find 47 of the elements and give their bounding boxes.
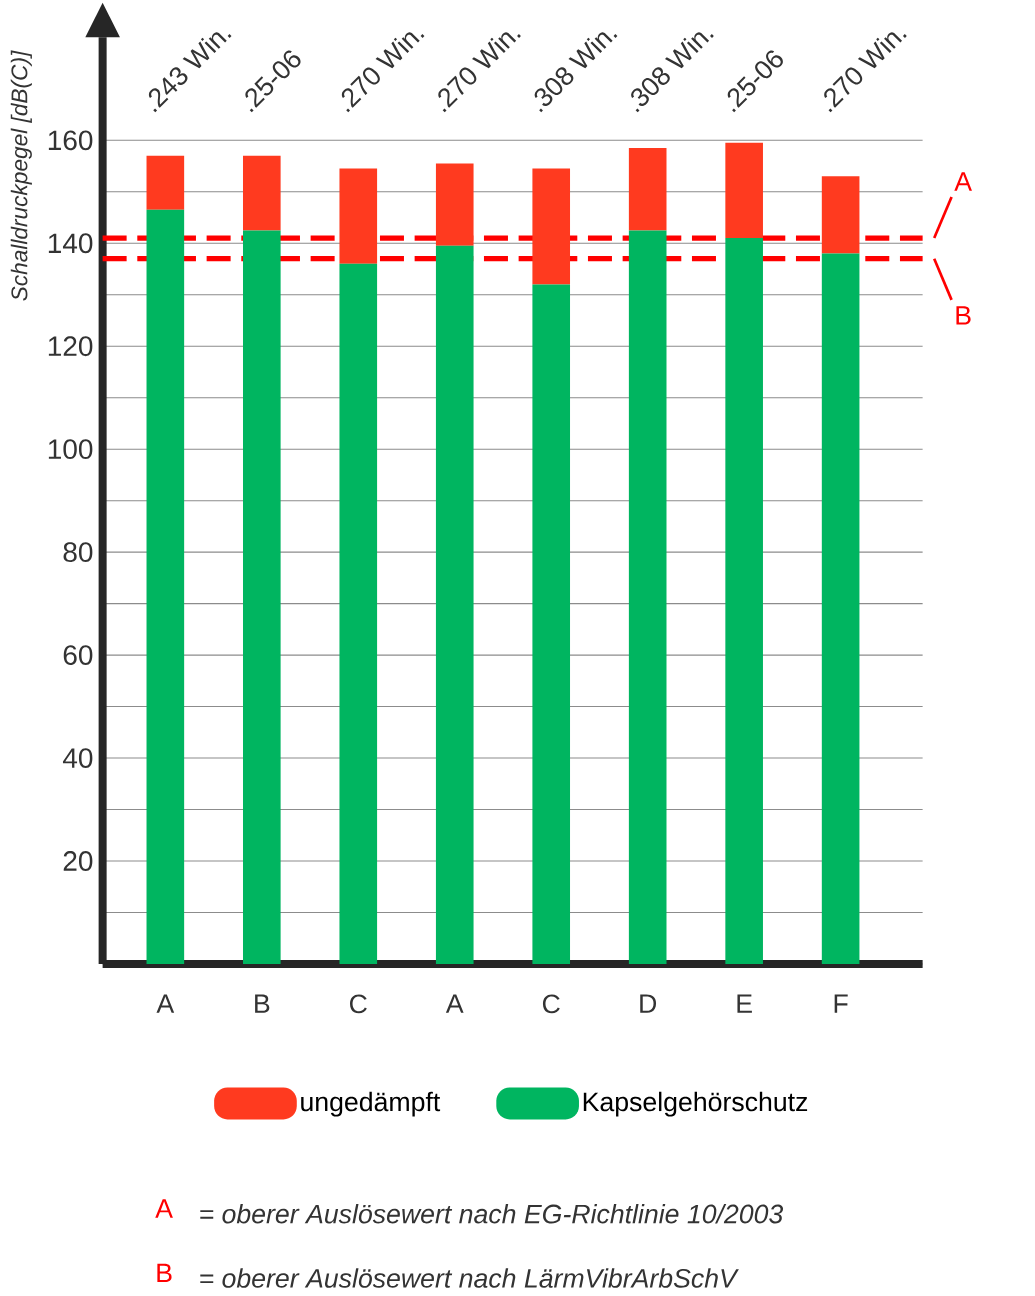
y-tick-label: 160 — [49, 130, 93, 151]
bar — [243, 230, 281, 964]
text: B — [157, 1263, 172, 1283]
legend-label: Kapselgehörschutz — [584, 1091, 808, 1117]
bar — [146, 155, 185, 210]
y-tick-label: 80 — [63, 542, 93, 563]
annotation: .270 Win. — [438, 32, 522, 113]
text: = oberer Auslösewert nach LärmVibrArbSchV — [200, 1268, 740, 1288]
bar — [629, 230, 667, 964]
annotation: .308 Win. — [534, 32, 618, 113]
y-tick-label: 100 — [49, 439, 93, 460]
annotation: .270 Win. — [824, 32, 907, 113]
y-tick-label: 40 — [63, 748, 93, 768]
bar — [821, 176, 860, 254]
text: A — [155, 1199, 174, 1218]
bar — [339, 168, 378, 264]
bar — [532, 284, 571, 964]
text: = oberer Auslösewert nach EG-Richtlinie 10/2003 — [200, 1203, 784, 1224]
ref-line-label: B — [956, 306, 971, 325]
y-tick-label: 140 — [49, 233, 93, 254]
bar — [436, 245, 474, 964]
x-tick-label: A — [446, 994, 464, 1013]
y-tick-label: 60 — [63, 645, 93, 666]
bar — [339, 263, 378, 964]
bar — [725, 142, 764, 239]
annotation: .243 Win. — [149, 32, 232, 113]
annotation: .270 Win. — [342, 32, 425, 113]
bar — [146, 209, 185, 964]
x-tick-label: C — [543, 994, 560, 1014]
x-tick-label: A — [156, 994, 175, 1013]
bar — [436, 163, 474, 246]
y-tick-label: 120 — [49, 336, 93, 357]
bar — [821, 253, 860, 964]
y-axis-title: Schalldruckpegel [dB(C)] — [10, 50, 33, 301]
x-tick-label: F — [834, 994, 848, 1013]
bar — [629, 148, 667, 231]
x-tick-label: B — [255, 994, 270, 1013]
bar — [532, 168, 571, 285]
y-tick-label: 20 — [63, 851, 93, 871]
x-tick-label: E — [737, 994, 753, 1013]
legend-label: ungedämpft — [301, 1091, 441, 1117]
bar — [725, 238, 764, 964]
ref-line-label: A — [954, 172, 973, 191]
x-tick-label: D — [640, 994, 657, 1013]
x-tick-label: C — [350, 994, 368, 1014]
bar — [243, 155, 281, 231]
annotation: .308 Win. — [631, 32, 714, 113]
